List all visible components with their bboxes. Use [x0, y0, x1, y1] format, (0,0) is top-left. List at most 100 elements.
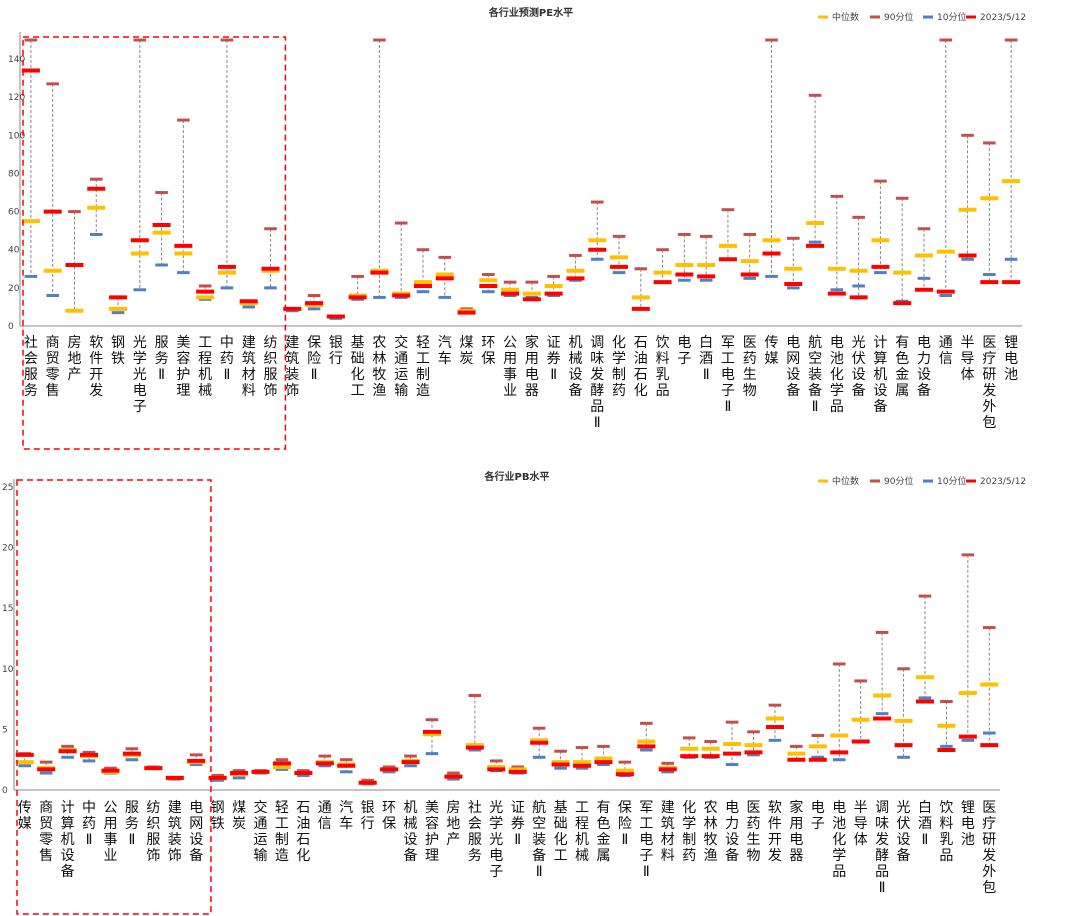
- panel1-category-label: 证券 Ⅱ: [547, 335, 561, 383]
- panel2-category-label: 美容护理: [425, 800, 439, 864]
- panel1-category-label: 电池化学品: [830, 335, 844, 415]
- panel2-category-label: 建筑装饰: [168, 800, 182, 864]
- panel2-category-label: 调味发酵品 Ⅱ: [875, 800, 889, 896]
- panel2-category-label: 基础化工: [554, 799, 568, 864]
- panel2-category-label: 计算机设备: [61, 800, 75, 880]
- panel2-y-tick-label: 15: [2, 604, 13, 614]
- panel2-title: 各行业PB水平: [484, 470, 550, 483]
- panel2-category-label: 机械设备: [404, 800, 418, 864]
- panel2-category-label: 保险 Ⅱ: [618, 800, 632, 848]
- panel2-category-label: 光伏设备: [897, 800, 911, 864]
- panel2-category-label: 航空装备 Ⅱ: [532, 800, 546, 880]
- panel1-category-label: 轻工制造: [416, 335, 430, 399]
- panel1-category-label: 通信: [939, 335, 953, 367]
- panel2-legend-label-p10: 10分位: [937, 475, 966, 487]
- panel1-category-label: 煤炭: [460, 335, 474, 367]
- panel1-category-label: 光学光电子: [133, 335, 147, 415]
- panel2-category-label: 石油石化: [296, 800, 310, 864]
- panel2-y-tick-label: 20: [2, 544, 14, 554]
- panel1-category-label: 有色金属: [895, 335, 909, 399]
- panel1-category-label: 环保: [481, 335, 495, 367]
- panel2-category-label: 汽车: [339, 800, 353, 832]
- panel2-category-label: 钢铁: [211, 800, 225, 832]
- panel1-legend-label-current: 2023/5/12: [980, 13, 1026, 23]
- panel2-category-label: 电子: [811, 800, 825, 832]
- panel2-category-label: 软件开发: [768, 800, 782, 864]
- panel1-category-label: 计算机设备: [873, 335, 887, 415]
- panel1-category-label: 中药 Ⅱ: [220, 335, 234, 383]
- panel2-category-label: 有色金属: [596, 800, 610, 864]
- panel2-category-label: 饮料乳品: [939, 800, 953, 864]
- panel1-category-label: 半导体: [961, 335, 975, 383]
- panel2-category-label: 电力设备: [725, 800, 739, 864]
- panel1-y-tick-label: 80: [8, 169, 20, 179]
- panel1-category-label: 电力设备: [917, 335, 931, 399]
- panel1-highlight-box: [22, 36, 287, 450]
- panel2-category-label: 医药生物: [747, 800, 761, 864]
- panel1-category-label: 传媒: [765, 335, 779, 367]
- panel1-category-label: 建筑材料: [242, 335, 256, 399]
- panel1-category-label: 化学制药: [612, 335, 626, 399]
- panel2-legend-label-current: 2023/5/12: [980, 477, 1026, 487]
- panel2-category-label: 商贸零售: [39, 800, 53, 864]
- panel1-legend-label-p10: 10分位: [937, 11, 966, 23]
- panel2-y-tick-label: 5: [2, 725, 8, 735]
- panel1-category-label: 服务 Ⅱ: [155, 335, 169, 383]
- panel1-y-tick-label: 0: [8, 322, 14, 332]
- panel1-legend-label-p90: 90分位: [884, 11, 913, 23]
- panel1-category-label: 饮料乳品: [656, 335, 670, 399]
- panel1-y-tick-label: 60: [8, 208, 20, 218]
- panel2-y-tick-label: 10: [2, 665, 14, 675]
- panel1-category-label: 基础化工: [351, 334, 365, 399]
- panel1-y-tick-label: 140: [8, 55, 25, 65]
- panel1-category-label: 建筑装饰: [285, 335, 299, 399]
- panel1-category-label: 航空装备 Ⅱ: [808, 335, 822, 415]
- panel2-category-label: 农林牧渔: [704, 800, 718, 864]
- panel2-category-label: 房地产: [446, 800, 460, 848]
- panel1-category-label: 军工电子 Ⅱ: [721, 335, 735, 415]
- panel1-category-label: 白酒 Ⅱ: [699, 335, 713, 383]
- panel1-category-label: 石油石化: [634, 335, 648, 399]
- panel2-category-label: 纺织服饰: [146, 800, 160, 864]
- panel2-y-tick-label: 0: [2, 786, 8, 796]
- panel1-legend-label-median: 中位数: [832, 11, 859, 23]
- panel2-category-label: 医疗研发外包: [982, 800, 996, 896]
- panel2-category-label: 家用电器: [789, 799, 803, 864]
- panel2-category-label: 化学制药: [682, 800, 696, 864]
- panel1-y-tick-label: 100: [8, 131, 25, 141]
- panel1-category-label: 软件开发: [89, 335, 103, 399]
- panel2-category-label: 半导体: [854, 800, 868, 848]
- panel2-category-label: 军工电子 Ⅱ: [639, 800, 653, 880]
- panel2-category-label: 中药 Ⅱ: [82, 800, 96, 848]
- panel2-category-label: 服务 Ⅱ: [125, 800, 139, 848]
- panel2-category-label: 社会服务: [468, 800, 482, 864]
- panel1-category-label: 电子: [677, 335, 691, 367]
- panel1-category-label: 房地产: [67, 335, 81, 383]
- panel1-category-label: 社会服务: [24, 335, 38, 399]
- panel1-y-tick-label: 20: [8, 284, 20, 294]
- panel1-category-label: 交通运输: [394, 334, 408, 399]
- panel2-category-label: 煤炭: [232, 800, 246, 832]
- panel1-category-label: 商贸零售: [46, 335, 60, 399]
- panel1-category-label: 农林牧渔: [372, 335, 386, 399]
- panel1-category-label: 工程机械: [198, 335, 212, 399]
- panel1-category-label: 电网设备: [786, 335, 800, 399]
- panel2-category-label: 银行: [361, 800, 375, 832]
- panel2-category-label: 交通运输: [254, 799, 268, 864]
- panel2-category-label: 传媒: [18, 800, 32, 832]
- panel2-highlight-box: [16, 479, 212, 915]
- panel2-y-tick-label: 25: [2, 483, 13, 493]
- panel1-y-tick-label: 120: [8, 93, 25, 103]
- panel2-category-label: 白酒 Ⅱ: [918, 800, 932, 848]
- panel2-category-label: 工程机械: [575, 800, 589, 864]
- panel2-category-label: 通信: [318, 800, 332, 832]
- panel1-category-label: 光伏设备: [852, 335, 866, 399]
- panel2-category-label: 证券 Ⅱ: [511, 800, 525, 848]
- panel2-category-label: 公用事业: [103, 800, 117, 864]
- panel1-category-label: 纺织服饰: [264, 335, 278, 399]
- panel1-category-label: 汽车: [438, 335, 452, 367]
- panel2-legend-label-median: 中位数: [832, 475, 859, 487]
- panel1-category-label: 公用事业: [503, 335, 517, 399]
